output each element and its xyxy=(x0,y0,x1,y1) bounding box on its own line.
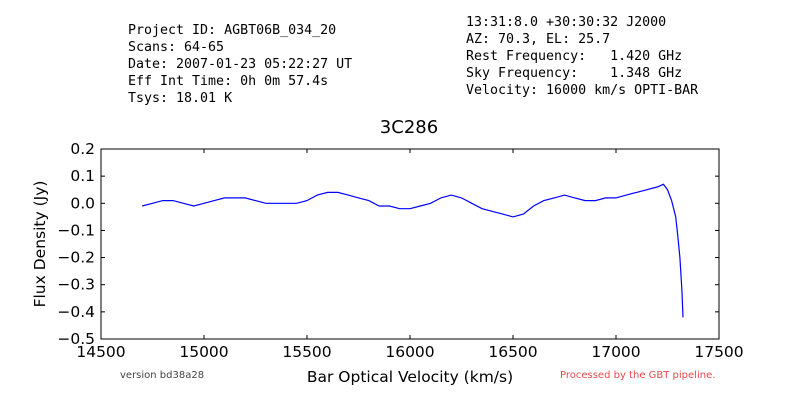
y-axis-label: Flux Density (Jy) xyxy=(31,181,49,308)
spectrum-series-line xyxy=(142,183,684,318)
y-tick-label: −0.2 xyxy=(57,249,95,267)
y-tick-label: −0.3 xyxy=(57,276,95,294)
x-tick-label: 14500 xyxy=(76,343,125,361)
x-axis-label: Bar Optical Velocity (km/s) xyxy=(307,368,513,386)
plot-frame xyxy=(100,148,720,340)
y-tick-label: −0.4 xyxy=(57,303,95,321)
y-tick-label: 0.0 xyxy=(70,194,95,212)
chart-title: 3C286 xyxy=(380,117,438,138)
y-tick-label: −0.5 xyxy=(57,330,95,348)
y-tick-label: 0.1 xyxy=(70,167,95,185)
x-tick-label: 17500 xyxy=(694,343,743,361)
y-tick-label: −0.1 xyxy=(57,221,95,239)
y-tick-label: 0.2 xyxy=(70,140,95,158)
footer-pipeline-note: Processed by the GBT pipeline. xyxy=(560,370,716,381)
x-tick-label: 16000 xyxy=(385,343,434,361)
x-tick-label: 15500 xyxy=(282,343,331,361)
footer-version: version bd38a28 xyxy=(120,370,205,381)
x-tick-label: 15000 xyxy=(179,343,228,361)
header-right-info: 13:31:8.0 +30:30:32 J2000 AZ: 70.3, EL: … xyxy=(466,15,699,98)
x-tick-label: 16500 xyxy=(488,343,537,361)
header-left-info: Project ID: AGBT06B_034_20 Scans: 64-65 … xyxy=(128,23,353,106)
x-tick-label: 17000 xyxy=(591,343,640,361)
